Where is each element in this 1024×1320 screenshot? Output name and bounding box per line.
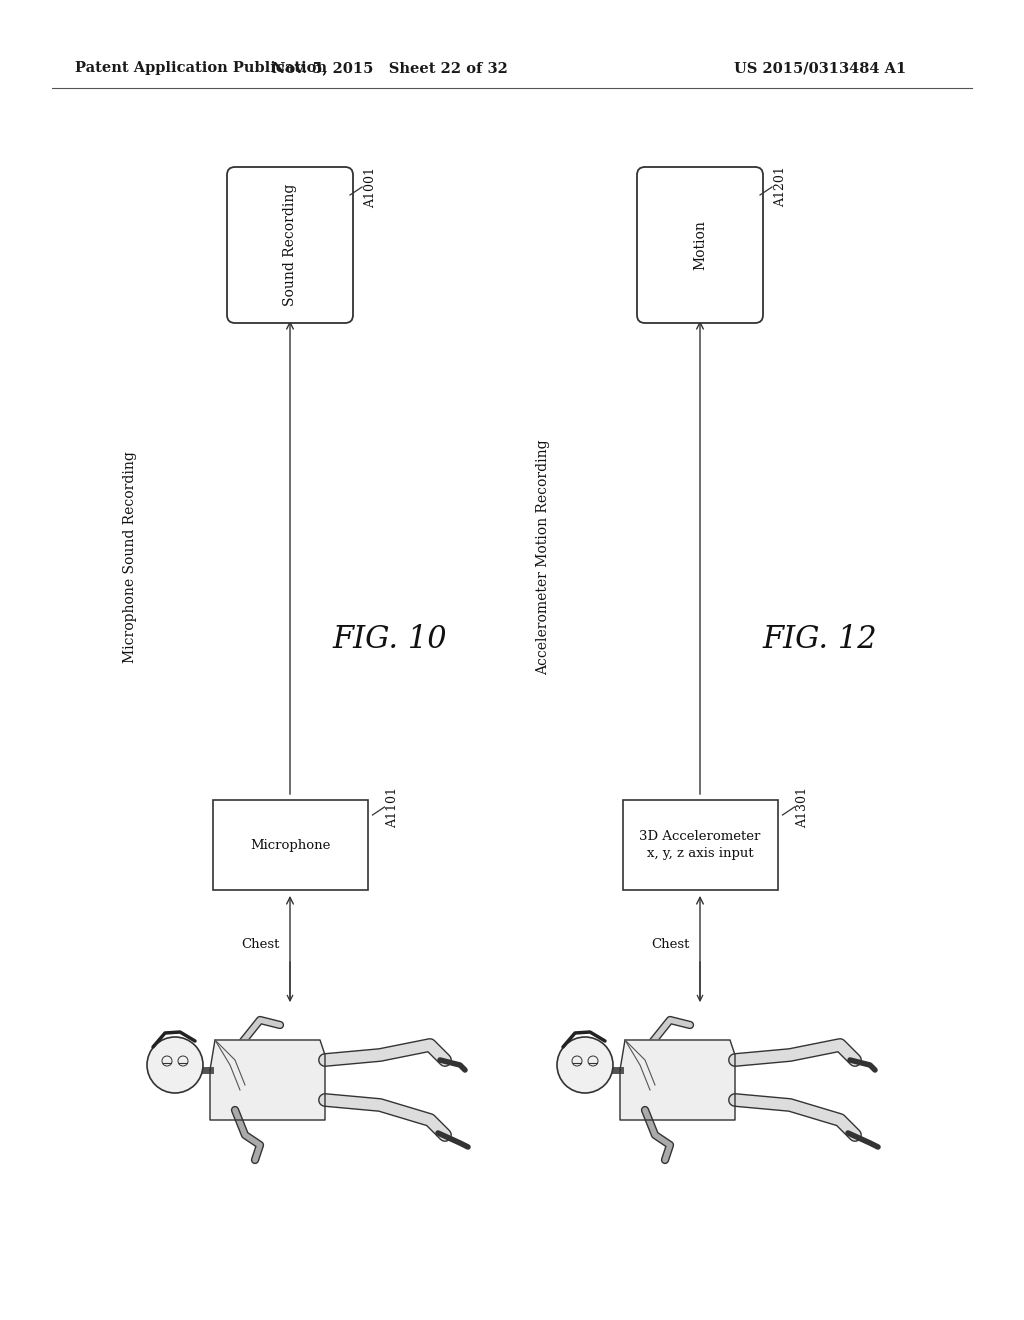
Text: A1101: A1101 [386, 787, 399, 828]
Bar [213, 800, 368, 890]
Text: A1301: A1301 [797, 787, 810, 828]
Text: Microphone Sound Recording: Microphone Sound Recording [123, 451, 137, 664]
FancyBboxPatch shape [227, 168, 353, 323]
Text: FIG. 10: FIG. 10 [333, 624, 447, 656]
FancyBboxPatch shape [637, 168, 763, 323]
Text: Chest: Chest [651, 939, 689, 952]
Text: FIG. 12: FIG. 12 [763, 624, 878, 656]
Text: A1201: A1201 [774, 166, 787, 207]
Text: Motion: Motion [693, 220, 707, 269]
Text: A1001: A1001 [364, 166, 377, 207]
Bar [623, 800, 777, 890]
Circle shape [147, 1038, 203, 1093]
Text: Accelerometer Motion Recording: Accelerometer Motion Recording [536, 440, 550, 676]
Polygon shape [620, 1040, 735, 1119]
Text: Sound Recording: Sound Recording [283, 183, 297, 306]
Text: US 2015/0313484 A1: US 2015/0313484 A1 [734, 61, 906, 75]
Text: Microphone: Microphone [250, 838, 330, 851]
Text: Nov. 5, 2015   Sheet 22 of 32: Nov. 5, 2015 Sheet 22 of 32 [272, 61, 508, 75]
Text: Patent Application Publication: Patent Application Publication [75, 61, 327, 75]
Text: Chest: Chest [241, 939, 280, 952]
Circle shape [557, 1038, 613, 1093]
Text: 3D Accelerometer
x, y, z axis input: 3D Accelerometer x, y, z axis input [639, 829, 761, 861]
Polygon shape [210, 1040, 325, 1119]
